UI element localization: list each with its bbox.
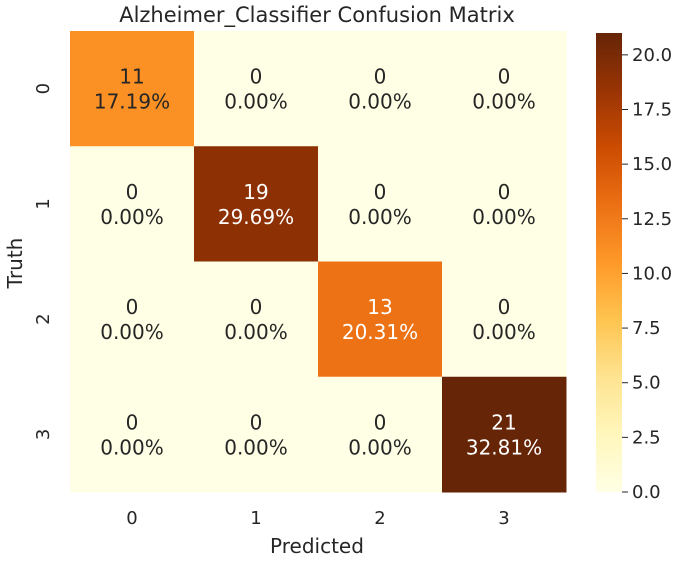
heatmap-cell <box>442 376 567 493</box>
y-axis-ticks: 0 1 2 3 <box>33 83 54 440</box>
heatmap-cell <box>442 261 567 378</box>
cell-percent-label: 20.31% <box>342 320 418 344</box>
cell-percent-label: 0.00% <box>472 90 536 114</box>
cell-count-label: 0 <box>374 65 387 89</box>
heatmap-cell <box>194 31 319 147</box>
cell-count-label: 0 <box>374 410 387 434</box>
cell-count-label: 0 <box>250 295 263 319</box>
cell-count-label: 0 <box>498 180 511 204</box>
cell-count-label: 13 <box>367 295 392 319</box>
heatmap-cell <box>318 376 443 493</box>
colorbar-tick-label: 20.0 <box>632 45 672 66</box>
heatmap-cell <box>70 261 195 378</box>
cell-percent-label: 29.69% <box>218 205 294 229</box>
cell-percent-label: 0.00% <box>100 320 164 344</box>
cell-count-label: 0 <box>126 180 139 204</box>
colorbar-tick-label: 7.5 <box>632 318 661 339</box>
colorbar <box>596 33 622 492</box>
cell-percent-label: 0.00% <box>472 320 536 344</box>
heatmap-cells: 1117.19%00.00%00.00%00.00%00.00%1929.69%… <box>70 31 567 493</box>
colorbar-tick-label: 10.0 <box>632 263 672 284</box>
heatmap-cell <box>442 31 567 147</box>
cell-percent-label: 32.81% <box>466 435 542 459</box>
heatmap-cell <box>194 376 319 493</box>
colorbar-tick-label: 12.5 <box>632 209 672 230</box>
colorbar-tick-label: 17.5 <box>632 100 672 121</box>
cell-percent-label: 0.00% <box>472 205 536 229</box>
colorbar-tick-label: 5.0 <box>632 373 661 394</box>
cell-percent-label: 0.00% <box>100 205 164 229</box>
heatmap-cell <box>194 261 319 378</box>
heatmap-cell <box>318 146 443 262</box>
cell-count-label: 21 <box>491 410 516 434</box>
cell-count-label: 0 <box>498 65 511 89</box>
x-tick-label: 1 <box>250 508 261 529</box>
x-axis-title: Predicted <box>270 534 364 558</box>
colorbar-tick-label: 15.0 <box>632 154 672 175</box>
y-tick-label: 1 <box>33 198 54 209</box>
x-tick-label: 2 <box>374 508 385 529</box>
cell-percent-label: 0.00% <box>348 90 412 114</box>
colorbar-ticks: 0.0 2.5 5.0 7.5 10.0 12.5 15.0 17.5 20.0 <box>622 45 672 503</box>
y-tick-label: 2 <box>33 313 54 324</box>
cell-percent-label: 0.00% <box>224 320 288 344</box>
cell-percent-label: 0.00% <box>100 435 164 459</box>
heatmap-cell <box>70 31 195 147</box>
colorbar-tick-label: 2.5 <box>632 427 661 448</box>
cell-percent-label: 0.00% <box>348 435 412 459</box>
y-tick-label: 0 <box>33 83 54 94</box>
heatmap-cell <box>318 31 443 147</box>
cell-count-label: 19 <box>243 180 268 204</box>
heatmap-cell <box>318 261 443 378</box>
heatmap-cell <box>70 146 195 262</box>
x-tick-label: 0 <box>126 508 137 529</box>
cell-percent-label: 17.19% <box>94 90 170 114</box>
y-axis-title: Truth <box>3 238 27 290</box>
cell-percent-label: 0.00% <box>224 435 288 459</box>
cell-count-label: 11 <box>119 65 144 89</box>
cell-percent-label: 0.00% <box>224 90 288 114</box>
y-tick-label: 3 <box>33 429 54 440</box>
cell-count-label: 0 <box>250 410 263 434</box>
cell-count-label: 0 <box>126 410 139 434</box>
cell-count-label: 0 <box>250 65 263 89</box>
heatmap-cell <box>194 146 319 262</box>
cell-count-label: 0 <box>126 295 139 319</box>
x-tick-label: 3 <box>498 508 509 529</box>
colorbar-tick-label: 0.0 <box>632 482 661 503</box>
cell-count-label: 0 <box>498 295 511 319</box>
cell-count-label: 0 <box>374 180 387 204</box>
chart-title: Alzheimer_Classifier Confusion Matrix <box>119 3 515 28</box>
heatmap-cell <box>70 376 195 493</box>
cell-percent-label: 0.00% <box>348 205 412 229</box>
heatmap-cell <box>442 146 567 262</box>
x-axis-ticks: 0 1 2 3 <box>126 508 509 529</box>
